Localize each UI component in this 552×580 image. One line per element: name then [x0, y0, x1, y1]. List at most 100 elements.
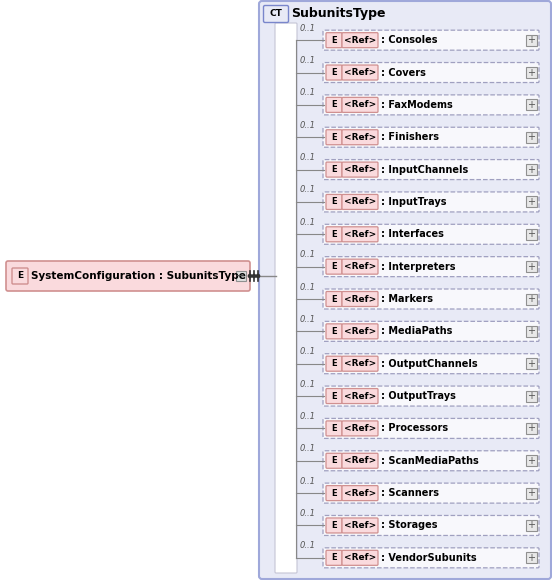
Text: 0..1: 0..1	[300, 541, 316, 550]
Text: +: +	[528, 488, 535, 498]
Text: 0..1: 0..1	[300, 444, 316, 453]
FancyBboxPatch shape	[326, 550, 342, 566]
Text: +: +	[528, 520, 535, 531]
FancyBboxPatch shape	[323, 256, 539, 277]
FancyBboxPatch shape	[323, 548, 539, 568]
FancyBboxPatch shape	[342, 97, 378, 113]
FancyBboxPatch shape	[326, 97, 342, 113]
Text: E: E	[331, 295, 337, 303]
Bar	[526, 99, 537, 110]
FancyBboxPatch shape	[263, 5, 289, 23]
Text: : VendorSubunits: : VendorSubunits	[381, 553, 476, 563]
Text: +: +	[528, 423, 535, 433]
FancyBboxPatch shape	[326, 130, 342, 145]
FancyBboxPatch shape	[326, 292, 342, 306]
Text: SystemConfiguration : SubunitsType: SystemConfiguration : SubunitsType	[31, 271, 246, 281]
FancyBboxPatch shape	[342, 518, 378, 533]
FancyBboxPatch shape	[342, 65, 378, 80]
Bar	[526, 35, 537, 46]
Bar	[526, 455, 537, 466]
FancyBboxPatch shape	[323, 418, 539, 438]
FancyBboxPatch shape	[342, 389, 378, 404]
Bar	[526, 390, 537, 401]
FancyBboxPatch shape	[326, 356, 342, 371]
Text: : Covers: : Covers	[381, 67, 426, 78]
FancyBboxPatch shape	[342, 324, 378, 339]
FancyBboxPatch shape	[326, 227, 342, 242]
Bar	[526, 488, 537, 499]
Text: <Ref>: <Ref>	[344, 327, 376, 336]
FancyBboxPatch shape	[342, 292, 378, 306]
FancyBboxPatch shape	[326, 485, 342, 501]
FancyBboxPatch shape	[326, 162, 342, 177]
FancyBboxPatch shape	[342, 130, 378, 145]
Text: E: E	[331, 262, 337, 271]
Bar	[236, 271, 246, 281]
Text: 0..1: 0..1	[300, 250, 316, 259]
FancyBboxPatch shape	[342, 453, 378, 468]
Circle shape	[252, 274, 256, 278]
Text: E: E	[331, 100, 337, 110]
Text: +: +	[528, 553, 535, 563]
Bar	[526, 229, 537, 240]
Text: E: E	[331, 36, 337, 45]
FancyBboxPatch shape	[326, 389, 342, 404]
Text: <Ref>: <Ref>	[344, 230, 376, 239]
FancyBboxPatch shape	[323, 483, 539, 503]
Text: <Ref>: <Ref>	[344, 133, 376, 142]
Text: E: E	[331, 68, 337, 77]
FancyBboxPatch shape	[323, 160, 539, 180]
Text: E: E	[331, 521, 337, 530]
Text: 0..1: 0..1	[300, 509, 316, 518]
Circle shape	[256, 274, 259, 278]
Text: <Ref>: <Ref>	[344, 553, 376, 563]
FancyBboxPatch shape	[323, 63, 539, 82]
FancyBboxPatch shape	[342, 32, 378, 48]
Bar	[526, 358, 537, 369]
FancyBboxPatch shape	[326, 453, 342, 468]
Text: <Ref>: <Ref>	[344, 165, 376, 174]
Text: +: +	[528, 456, 535, 466]
Text: <Ref>: <Ref>	[344, 456, 376, 465]
Bar	[526, 132, 537, 143]
Bar	[526, 261, 537, 272]
Text: 0..1: 0..1	[300, 347, 316, 356]
Text: 0..1: 0..1	[300, 477, 316, 485]
Text: : Interfaces: : Interfaces	[381, 229, 444, 240]
Text: +: +	[528, 262, 535, 271]
FancyBboxPatch shape	[323, 224, 539, 244]
Text: 0..1: 0..1	[300, 24, 316, 32]
FancyBboxPatch shape	[323, 30, 539, 50]
Text: E: E	[331, 488, 337, 498]
Bar	[526, 293, 537, 304]
Text: <Ref>: <Ref>	[344, 68, 376, 77]
FancyBboxPatch shape	[342, 162, 378, 177]
Text: : Scanners: : Scanners	[381, 488, 439, 498]
Bar	[526, 164, 537, 175]
Text: 0..1: 0..1	[300, 88, 316, 97]
Text: SubunitsType: SubunitsType	[291, 8, 385, 20]
FancyBboxPatch shape	[342, 356, 378, 371]
Text: E: E	[331, 553, 337, 563]
Text: : Finishers: : Finishers	[381, 132, 439, 142]
Text: E: E	[331, 133, 337, 142]
Text: 0..1: 0..1	[300, 121, 316, 130]
FancyBboxPatch shape	[323, 127, 539, 147]
Text: E: E	[331, 424, 337, 433]
Text: E: E	[331, 197, 337, 206]
Text: +: +	[528, 132, 535, 142]
FancyBboxPatch shape	[323, 516, 539, 535]
Bar	[526, 67, 537, 78]
Text: E: E	[17, 271, 23, 281]
Text: +: +	[528, 67, 535, 78]
Text: 0..1: 0..1	[300, 282, 316, 292]
FancyBboxPatch shape	[326, 324, 342, 339]
Text: E: E	[331, 165, 337, 174]
Text: CT: CT	[269, 9, 283, 19]
Text: <Ref>: <Ref>	[344, 36, 376, 45]
Text: <Ref>: <Ref>	[344, 392, 376, 401]
Text: : InputTrays: : InputTrays	[381, 197, 447, 207]
Text: +: +	[528, 197, 535, 207]
Text: E: E	[331, 327, 337, 336]
Text: : Processors: : Processors	[381, 423, 448, 433]
